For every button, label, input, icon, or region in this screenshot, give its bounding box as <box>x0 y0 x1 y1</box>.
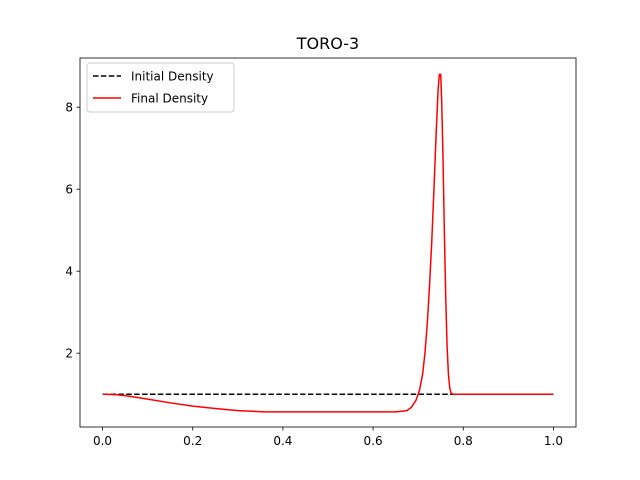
axes-layer: 0.0 0.2 0.4 0.6 0.8 1.0 2 4 6 8 <box>65 57 577 448</box>
x-tick-label: 0.6 <box>364 434 383 448</box>
y-tick-label: 6 <box>65 183 73 197</box>
legend-label-0: Initial Density <box>131 70 214 84</box>
y-tick-label: 8 <box>65 101 73 115</box>
series-layer <box>102 73 554 413</box>
legend-box <box>86 62 235 113</box>
x-tick-label: 0.2 <box>183 434 202 448</box>
legend: Initial Density Final Density <box>86 62 235 113</box>
y-tick-label: 4 <box>65 265 73 279</box>
axes-frame <box>79 57 577 428</box>
x-tick-label: 0.4 <box>273 434 292 448</box>
y-tick-label: 2 <box>65 347 73 361</box>
x-tick-label: 1.0 <box>544 434 563 448</box>
chart-title: TORO-3 <box>296 34 359 53</box>
x-tick-label: 0.8 <box>454 434 473 448</box>
series-line-1 <box>102 73 554 413</box>
x-tick-label: 0.0 <box>93 434 112 448</box>
legend-label-1: Final Density <box>131 92 208 106</box>
